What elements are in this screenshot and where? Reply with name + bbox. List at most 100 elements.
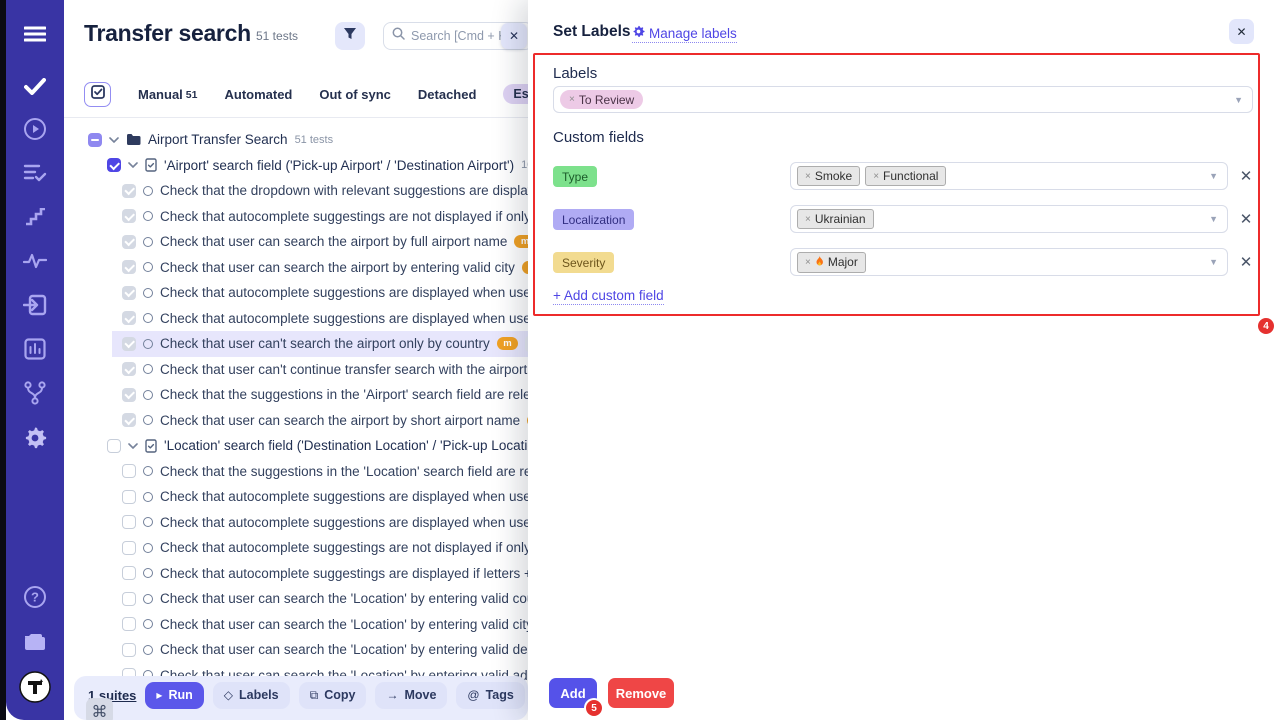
row-checkbox[interactable] [122, 489, 136, 504]
tree-row[interactable]: Check that autocomplete suggestions are … [64, 306, 528, 332]
play-circle-icon[interactable] [6, 115, 64, 143]
row-checkbox[interactable] [107, 438, 121, 453]
row-checkbox[interactable] [122, 285, 136, 300]
row-checkbox[interactable] [122, 387, 136, 402]
tree-row[interactable]: Check that autocomplete suggestions are … [64, 484, 528, 510]
row-checkbox[interactable] [122, 566, 136, 581]
pulse-icon[interactable] [6, 247, 64, 275]
labels-select[interactable]: × To Review ▼ [553, 86, 1253, 113]
tree-row[interactable]: Check that the dropdown with relevant su… [64, 178, 528, 204]
branch-icon[interactable] [6, 379, 64, 407]
tree-row[interactable]: Check that user can search the airport b… [64, 255, 528, 281]
row-checkbox[interactable] [122, 642, 136, 657]
menu-icon[interactable] [6, 20, 64, 48]
remove-field-button[interactable]: ✕ [1239, 211, 1253, 228]
row-label: Check that user can search the 'Location… [160, 591, 528, 607]
logo-icon[interactable] [6, 670, 64, 704]
run-button[interactable]: ▸ Run [145, 681, 204, 709]
tree-row[interactable]: Check that user can search the 'Location… [64, 637, 528, 663]
filter-button[interactable] [335, 22, 365, 50]
remove-chip-icon[interactable]: × [805, 213, 811, 225]
close-search-button[interactable]: ✕ [501, 23, 527, 49]
help-icon[interactable]: ? [6, 583, 64, 611]
tree-row[interactable]: Check that user can search the 'Location… [64, 586, 528, 612]
tree-row[interactable]: Check that user can search the airport b… [64, 408, 528, 434]
value-chip[interactable]: × Major [797, 251, 866, 273]
custom-field-select[interactable]: × Ukrainian ▼ [790, 205, 1228, 233]
tree-row[interactable]: Check that user can search the 'Location… [64, 612, 528, 638]
tree-row[interactable]: Check that user can't search the airport… [64, 331, 528, 357]
row-checkbox[interactable] [122, 362, 136, 377]
tree-row[interactable]: Check that user can't continue transfer … [64, 357, 528, 383]
chevron-down-icon[interactable] [128, 162, 138, 169]
custom-field-select[interactable]: × Major ▼ [790, 248, 1228, 276]
row-checkbox[interactable] [122, 515, 136, 530]
copy-button[interactable]: ⧉ Copy [298, 681, 367, 709]
row-checkbox[interactable] [122, 311, 136, 326]
sign-in-icon[interactable] [6, 291, 64, 319]
remove-field-button[interactable]: ✕ [1239, 168, 1253, 185]
tree-row[interactable]: 'Airport' search field ('Pick-up Airport… [64, 153, 528, 179]
tree-row[interactable]: Airport Transfer Search 51 tests [64, 127, 528, 153]
tab-label: Manual [138, 86, 183, 102]
row-checkbox[interactable] [122, 413, 136, 428]
remove-chip-icon[interactable]: × [873, 170, 880, 182]
add-custom-field-link[interactable]: + Add custom field [553, 288, 664, 305]
row-checkbox[interactable] [122, 540, 136, 555]
row-checkbox[interactable] [107, 158, 121, 173]
tree-row[interactable]: 'Location' search field ('Destination Lo… [64, 433, 528, 459]
remove-field-button[interactable]: ✕ [1239, 254, 1253, 271]
value-chip[interactable]: × Smoke [797, 166, 861, 186]
tab-automated[interactable]: Automated [224, 87, 292, 102]
remove-chip-icon[interactable]: × [569, 94, 575, 105]
command-key-icon: ⌘ [86, 698, 113, 720]
tab-detached[interactable]: Detached [418, 87, 477, 102]
projects-folder-icon[interactable] [6, 627, 64, 655]
label-chip[interactable]: × To Review [560, 90, 644, 109]
version-badge: Version [525, 335, 528, 352]
close-modal-button[interactable]: ✕ [1229, 19, 1254, 44]
row-checkbox[interactable] [88, 132, 102, 147]
row-checkbox[interactable] [122, 464, 136, 479]
remove-chip-icon[interactable]: × [805, 256, 811, 268]
tab-out-of-sync[interactable]: Out of sync [319, 87, 391, 102]
tab-manual[interactable]: Manual 51 [138, 87, 197, 102]
tree-row[interactable]: Check that the suggestions in the 'Airpo… [64, 382, 528, 408]
value-chip[interactable]: × Functional [865, 166, 947, 186]
tree-row[interactable]: Check that autocomplete suggestions are … [64, 510, 528, 536]
chevron-down-icon[interactable] [109, 136, 119, 143]
labels-button[interactable]: ◇ Labels [212, 681, 290, 709]
row-checkbox[interactable] [122, 234, 136, 249]
row-checkbox[interactable] [122, 336, 136, 351]
tab-label: Estimate [513, 87, 528, 101]
tab-label: Detached [417, 86, 477, 102]
row-checkbox[interactable] [122, 260, 136, 275]
analytics-icon[interactable] [6, 335, 64, 363]
value-chip[interactable]: × Ukrainian [797, 209, 874, 229]
steps-icon[interactable] [6, 203, 64, 231]
tree-row[interactable]: Check that the suggestions in the 'Locat… [64, 459, 528, 485]
tree-row[interactable]: Check that autocomplete suggestings are … [64, 204, 528, 230]
select-mode-button[interactable] [84, 81, 111, 107]
remove-chip-icon[interactable]: × [805, 170, 811, 182]
tree-row[interactable]: Check that autocomplete suggestings are … [64, 561, 528, 587]
remove-button[interactable]: Remove [608, 678, 674, 708]
check-icon[interactable] [6, 72, 64, 100]
tree-row[interactable]: Check that autocomplete suggestions are … [64, 280, 528, 306]
tree-row[interactable]: Check that user can search the airport b… [64, 229, 528, 255]
tree-row[interactable]: Check that autocomplete suggestings are … [64, 535, 528, 561]
settings-gear-icon[interactable] [6, 424, 64, 452]
tags-button[interactable]: @ Tags [456, 681, 525, 709]
test-list-icon[interactable] [6, 159, 64, 187]
search-input[interactable] [411, 29, 511, 43]
custom-field-select[interactable]: × Smoke × Functional ▼ [790, 162, 1228, 190]
row-checkbox[interactable] [122, 617, 136, 632]
move-button[interactable]: → Move [375, 681, 448, 709]
chevron-down-icon[interactable] [128, 442, 138, 449]
tab-estimate[interactable]: Estimate [503, 84, 528, 104]
status-circle-icon [143, 262, 153, 273]
row-checkbox[interactable] [122, 183, 136, 198]
row-checkbox[interactable] [122, 591, 136, 606]
manage-labels-link[interactable]: Manage labels [632, 25, 737, 43]
row-checkbox[interactable] [122, 209, 136, 224]
